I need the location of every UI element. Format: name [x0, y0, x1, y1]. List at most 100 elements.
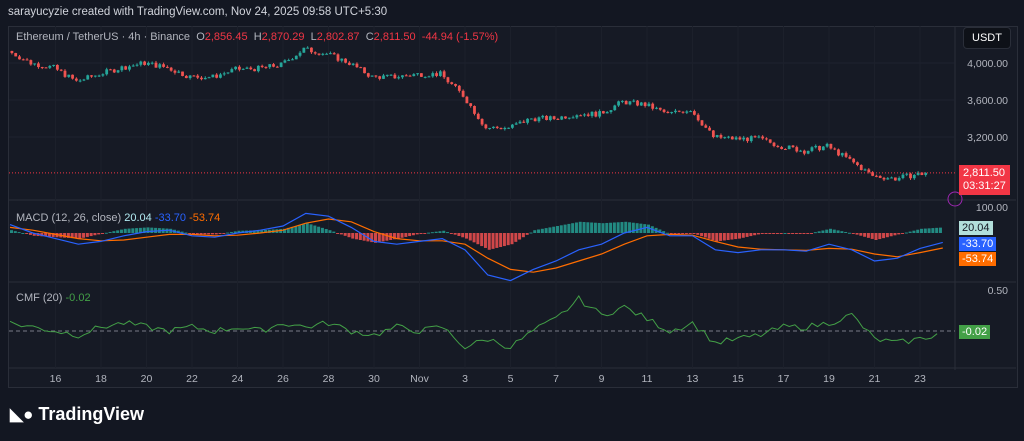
macd-histogram-bar [415, 233, 419, 235]
macd-histogram-bar [328, 230, 332, 233]
macd-histogram-bar [658, 229, 662, 233]
candle-down [457, 85, 461, 91]
macd-histogram-bar [188, 233, 192, 234]
candle-down [404, 75, 408, 77]
high-value: 2,870.29 [261, 31, 305, 43]
macd-histogram-bar [396, 233, 400, 239]
candle-up [283, 60, 287, 63]
macd-histogram-bar [878, 233, 882, 240]
macd-histogram-bar [578, 221, 582, 233]
macd-histogram-bar [229, 231, 233, 233]
candle-down [275, 66, 279, 68]
cmf-title: CMF (20) [16, 292, 63, 304]
macd-histogram-bar [920, 228, 923, 233]
candle-up [135, 64, 139, 66]
candle-down [366, 73, 370, 77]
macd-title: MACD (12, 26, close) [16, 212, 122, 224]
open-value: 2,856.45 [204, 31, 248, 43]
macd-histogram-bar [123, 228, 127, 233]
cmf-line [9, 294, 938, 350]
cmf-tag: -0.02 [959, 325, 991, 339]
macd-histogram-bar [355, 233, 359, 240]
currency-button[interactable]: USDT [963, 27, 1011, 49]
candle-down [693, 111, 696, 115]
candle-down [14, 53, 18, 57]
macd-histogram-bar [609, 222, 613, 233]
candle-down [666, 111, 670, 113]
macd-histogram-bar [476, 233, 480, 245]
macd-histogram-bar [199, 233, 203, 235]
macd-histogram-bar [438, 231, 442, 233]
candle-up [897, 178, 901, 181]
macd-histogram-bar [491, 233, 495, 249]
macd-histogram-bar [817, 231, 821, 233]
candle-up [256, 65, 260, 72]
macd-signal-line [9, 218, 943, 273]
candle-up [116, 70, 120, 73]
macd-histogram-bar [468, 233, 472, 241]
candle-up [279, 62, 283, 67]
candle-down [662, 109, 666, 112]
candle-down [848, 156, 852, 159]
macd-histogram-bar [419, 233, 423, 234]
candle-down [10, 50, 14, 54]
candle-down [681, 111, 685, 113]
time-tick: 23 [914, 373, 926, 385]
macd-histogram-bar [628, 222, 632, 233]
macd-histogram-bar [563, 224, 567, 233]
macd-histogram-bar [480, 233, 484, 247]
macd-histogram-bar [548, 227, 552, 233]
macd-histogram-bar [78, 233, 82, 239]
candle-down [253, 69, 256, 72]
candle-up [799, 150, 802, 152]
time-tick: 11 [642, 373, 653, 385]
candle-up [306, 47, 310, 49]
candle-down [44, 67, 48, 69]
time-tick: 28 [323, 373, 335, 385]
candle-up [567, 117, 571, 119]
macd-histogram-bar [339, 233, 343, 235]
macd-histogram-bar [938, 227, 942, 233]
macd-histogram-bar [487, 233, 491, 250]
candle-down [651, 103, 655, 109]
macd-histogram-bar [226, 232, 230, 234]
candle-down [473, 105, 476, 114]
candle-down [871, 172, 875, 176]
macd-histogram-bar [218, 233, 222, 234]
macd-histogram-bar [885, 233, 889, 238]
candle-up [507, 127, 511, 129]
candle-up [571, 117, 575, 119]
macd-histogram-bar [802, 233, 806, 234]
macd-histogram-bar [537, 229, 541, 233]
macd-histogram-bar [616, 222, 620, 233]
candle-up [139, 61, 143, 65]
candle-down [393, 74, 397, 79]
candle-down [249, 67, 253, 70]
macd-histogram-bar [866, 233, 870, 238]
candle-up [609, 110, 613, 112]
candle-up [620, 100, 624, 102]
macd-histogram-bar [730, 233, 734, 240]
candle-up [905, 173, 909, 175]
candle-down [469, 103, 473, 106]
candle-down [450, 82, 454, 85]
macd-histogram-bar [411, 233, 415, 236]
macd-histogram-bar [821, 230, 825, 233]
candle-up [268, 64, 272, 68]
candle-up [298, 52, 302, 56]
macd-histogram-bar [719, 233, 723, 241]
macd-histogram-bar [370, 233, 374, 243]
time-tick: 7 [553, 373, 559, 385]
price-tick: 4,000.00 [967, 58, 1008, 70]
candle-down [260, 65, 264, 67]
candle-up [689, 111, 693, 113]
macd-histogram-bar [131, 228, 135, 233]
candle-up [628, 101, 632, 105]
candle-down [791, 145, 795, 148]
macd-histogram-bar [495, 233, 499, 248]
macd-signal-value: -53.74 [189, 212, 221, 224]
macd-histogram-bar [665, 232, 669, 234]
close-value: 2,811.50 [373, 31, 416, 43]
candle-down [264, 66, 268, 68]
